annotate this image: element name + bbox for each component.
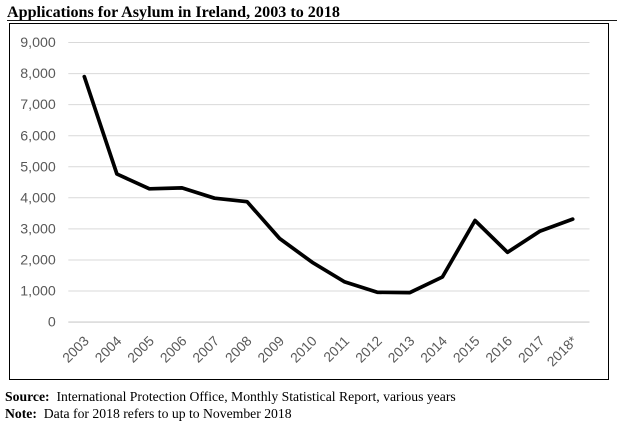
svg-text:4,000: 4,000 (20, 190, 56, 206)
svg-text:2007: 2007 (190, 333, 222, 365)
svg-text:2017: 2017 (515, 333, 547, 365)
svg-text:2012: 2012 (353, 333, 385, 365)
svg-text:2004: 2004 (92, 333, 125, 366)
svg-text:2003: 2003 (60, 333, 93, 366)
svg-text:2014: 2014 (418, 333, 451, 366)
svg-text:2009: 2009 (255, 333, 288, 366)
svg-text:2015: 2015 (450, 333, 483, 366)
svg-text:7,000: 7,000 (20, 97, 56, 113)
svg-text:2013: 2013 (385, 333, 418, 366)
svg-text:0: 0 (48, 315, 56, 331)
svg-text:2010: 2010 (288, 333, 321, 366)
svg-text:2,000: 2,000 (20, 253, 56, 269)
svg-text:2016: 2016 (483, 333, 516, 366)
svg-text:3,000: 3,000 (20, 222, 56, 238)
svg-text:6,000: 6,000 (20, 128, 56, 144)
svg-text:2018*: 2018* (544, 333, 581, 370)
svg-text:2005: 2005 (125, 333, 158, 366)
svg-text:1,000: 1,000 (20, 284, 56, 300)
svg-text:5,000: 5,000 (20, 159, 56, 175)
svg-text:2006: 2006 (157, 333, 190, 366)
svg-text:9,000: 9,000 (20, 35, 56, 51)
svg-text:2011: 2011 (321, 333, 353, 365)
svg-text:8,000: 8,000 (20, 66, 56, 82)
svg-text:2008: 2008 (222, 333, 255, 366)
